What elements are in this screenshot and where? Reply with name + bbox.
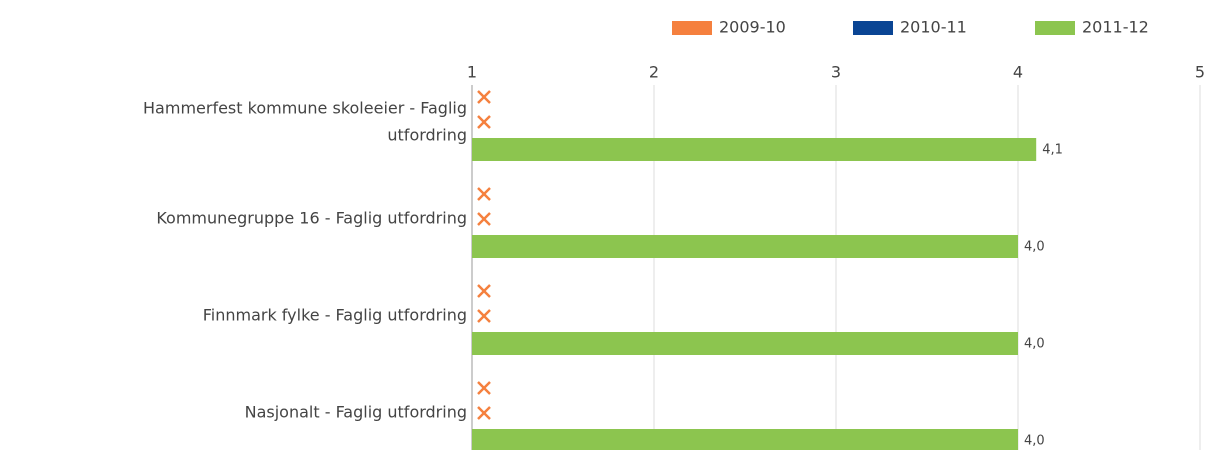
legend-swatch: [1035, 21, 1075, 35]
legend-label: 2010-11: [900, 18, 967, 37]
legend-label: 2009-10: [719, 18, 786, 37]
bar: [472, 429, 1018, 450]
missing-stroke: [477, 212, 491, 226]
legend-swatch: [672, 21, 712, 35]
missing-stroke: [477, 90, 491, 104]
y-tick-label: Hammerfest kommune skoleeier - Faglig utf…: [143, 98, 467, 144]
missing-marker: [477, 381, 491, 395]
y-tick-label: Nasjonalt - Faglig utfordring: [245, 403, 467, 422]
missing-stroke: [477, 309, 491, 323]
x-tick-label: 3: [831, 63, 841, 82]
missing-marker: [477, 115, 491, 129]
missing-stroke: [477, 381, 491, 395]
missing-marker: [477, 284, 491, 298]
bar: [472, 332, 1018, 355]
missing-stroke: [477, 406, 491, 420]
bar: [472, 138, 1037, 161]
bar: [472, 235, 1018, 258]
legend-swatch: [853, 21, 893, 35]
missing-marker: [477, 90, 491, 104]
y-tick-label: Kommunegruppe 16 - Faglig utfordring: [156, 209, 467, 228]
x-tick-label: 1: [467, 63, 477, 82]
x-tick-label: 4: [1013, 63, 1023, 82]
missing-marker: [477, 187, 491, 201]
data-label: 4,0: [1024, 240, 1045, 255]
missing-stroke: [477, 284, 491, 298]
data-label: 4,0: [1024, 434, 1045, 449]
missing-stroke: [477, 115, 491, 129]
data-label: 4,1: [1042, 143, 1063, 158]
x-tick-label: 2: [649, 63, 659, 82]
x-tick-label: 5: [1195, 63, 1205, 82]
missing-marker: [477, 406, 491, 420]
y-tick-label: Finnmark fylke - Faglig utfordring: [203, 306, 467, 325]
missing-marker: [477, 309, 491, 323]
data-label: 4,0: [1024, 337, 1045, 352]
missing-marker: [477, 212, 491, 226]
missing-stroke: [477, 187, 491, 201]
legend-label: 2011-12: [1082, 18, 1149, 37]
